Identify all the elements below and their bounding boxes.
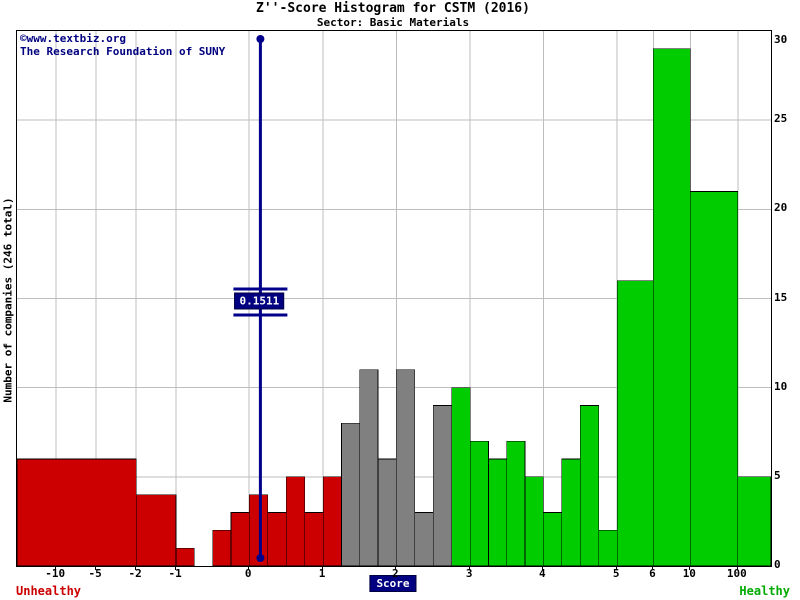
x-tick-label: 5 bbox=[612, 567, 620, 580]
histogram-bar bbox=[579, 405, 600, 566]
histogram-bar bbox=[488, 458, 508, 566]
x-tick-label: -5 bbox=[88, 567, 102, 580]
x-tick-mark bbox=[652, 566, 654, 570]
y-tick-label: 0 bbox=[774, 558, 781, 571]
histogram-bar bbox=[506, 440, 526, 566]
histogram-bar bbox=[341, 422, 361, 566]
x-tick-mark bbox=[616, 566, 618, 570]
chart-title: Z''-Score Histogram for CSTM (2016) bbox=[256, 1, 530, 16]
x-tick-mark bbox=[135, 566, 137, 570]
histogram-bar bbox=[414, 512, 434, 566]
histogram-bar bbox=[616, 280, 654, 566]
x-tick-label: -2 bbox=[128, 567, 142, 580]
y-tick-label: 10 bbox=[774, 379, 788, 393]
histogram-bar bbox=[524, 476, 544, 566]
healthy-label: Healthy bbox=[739, 584, 790, 598]
histogram-bar bbox=[212, 529, 232, 566]
x-tick-mark bbox=[736, 566, 738, 570]
x-tick-mark bbox=[469, 566, 471, 570]
marker-top-dot bbox=[256, 35, 265, 43]
histogram-bar bbox=[653, 48, 691, 566]
x-tick-mark bbox=[175, 566, 177, 570]
histogram-svg bbox=[17, 31, 771, 566]
y-tick-label: 30 bbox=[774, 33, 788, 46]
unhealthy-label: Unhealthy bbox=[16, 584, 82, 598]
histogram-bar bbox=[598, 529, 618, 566]
watermark-site: ©www.textbiz.org bbox=[20, 32, 126, 45]
histogram-bar bbox=[304, 512, 324, 566]
x-tick-mark bbox=[395, 566, 397, 570]
histogram-bar bbox=[175, 547, 195, 566]
histogram-bar bbox=[135, 494, 177, 566]
histogram-bar bbox=[267, 512, 287, 566]
histogram-bar bbox=[359, 369, 379, 566]
x-axis-label: Score bbox=[369, 575, 417, 592]
x-tick-label: -1 bbox=[168, 567, 182, 580]
histogram-bar bbox=[377, 458, 397, 566]
x-tick-label: 100 bbox=[726, 567, 747, 580]
x-tick-label: 3 bbox=[465, 567, 473, 580]
histogram-bar bbox=[689, 191, 739, 566]
x-tick-mark bbox=[689, 566, 691, 570]
histogram-bar bbox=[230, 512, 250, 566]
histogram-bar bbox=[432, 405, 453, 566]
x-tick-label: -10 bbox=[45, 567, 66, 580]
x-tick-label: 6 bbox=[649, 567, 656, 580]
x-tick-label: 4 bbox=[538, 567, 546, 580]
y-axis-label: Number of companies (246 total) bbox=[1, 197, 15, 403]
chart-subtitle: Sector: Basic Materials bbox=[316, 16, 470, 29]
marker-value-label: 0.1511 bbox=[234, 292, 285, 310]
x-tick-label: 2 bbox=[391, 567, 399, 580]
y-tick-label: 5 bbox=[774, 468, 781, 482]
x-tick-mark bbox=[542, 566, 544, 570]
y-tick-label: 20 bbox=[774, 201, 788, 215]
y-tick-label: 25 bbox=[774, 112, 788, 126]
x-tick-label: 0 bbox=[244, 567, 252, 580]
marker-bottom-dot bbox=[256, 554, 265, 562]
x-tick-mark bbox=[95, 566, 97, 570]
plot-area: ©www.textbiz.org The Research Foundation… bbox=[16, 30, 772, 567]
x-tick-label: 10 bbox=[682, 567, 696, 580]
histogram-bar bbox=[395, 369, 416, 566]
x-tick-mark bbox=[322, 566, 324, 570]
histogram-bar bbox=[285, 476, 306, 566]
histogram-bar bbox=[737, 476, 771, 566]
y-tick-label: 15 bbox=[774, 290, 788, 304]
histogram-bar bbox=[322, 476, 342, 566]
histogram-bar bbox=[561, 458, 581, 566]
histogram-bar bbox=[17, 458, 137, 566]
x-tick-label: 1 bbox=[318, 567, 326, 580]
x-tick-mark bbox=[55, 566, 57, 570]
watermark: ©www.textbiz.org The Research Foundation… bbox=[20, 32, 225, 58]
histogram-bar bbox=[542, 512, 563, 566]
histogram-bar bbox=[451, 387, 471, 566]
x-tick-mark bbox=[248, 566, 250, 570]
histogram-bar bbox=[469, 440, 489, 566]
watermark-org: The Research Foundation of SUNY bbox=[20, 45, 226, 58]
